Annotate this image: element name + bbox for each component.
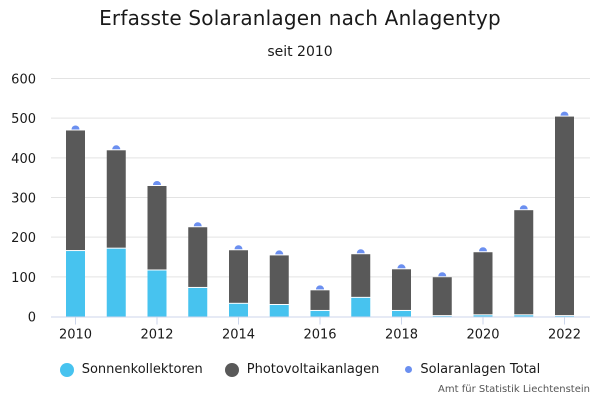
marker-solaranlagen-total xyxy=(397,264,406,269)
marker-solaranlagen-total xyxy=(193,222,202,227)
bar-photovoltaikanlagen xyxy=(269,255,289,304)
x-tick-label: 2012 xyxy=(140,328,173,343)
marker-solaranlagen-total xyxy=(112,145,121,150)
bar-sonnenkollektoren xyxy=(66,251,85,317)
legend-label-sonnenkollektoren: Sonnenkollektoren xyxy=(81,362,203,377)
y-tick-label: 100 xyxy=(11,271,36,286)
y-tick-label: 200 xyxy=(11,231,36,246)
marker-solaranlagen-total xyxy=(153,180,161,185)
marker-solaranlagen-total xyxy=(560,111,569,116)
x-tick-label: 2010 xyxy=(59,328,92,343)
chart-title: Erfasste Solaranlagen nach Anlagentyp xyxy=(99,6,501,30)
marker-solaranlagen-total xyxy=(356,249,365,254)
marker-solaranlagen-total xyxy=(234,245,243,250)
marker-solaranlagen-total xyxy=(316,285,324,290)
x-tick-label: 2016 xyxy=(303,328,336,343)
x-tick-label: 2018 xyxy=(385,328,418,343)
bar-sonnenkollektoren xyxy=(351,297,371,317)
bar-sonnenkollektoren xyxy=(310,310,330,317)
marker-solaranlagen-total xyxy=(71,125,80,130)
bar-photovoltaikanlagen xyxy=(514,210,534,315)
legend-label-solaranlagen-total: Solaranlagen Total xyxy=(420,362,541,377)
bar-sonnenkollektoren xyxy=(188,287,208,317)
bar-photovoltaikanlagen xyxy=(392,269,411,310)
marker-solaranlagen-total xyxy=(275,250,284,255)
legend-swatch-photovoltaikanlagen xyxy=(224,362,239,377)
bar-photovoltaikanlagen xyxy=(66,130,85,251)
y-tick-label: 500 xyxy=(11,112,36,127)
chart-subtitle: seit 2010 xyxy=(267,44,333,60)
source-credit: Amt für Statistik Liechtenstein xyxy=(438,384,590,395)
y-tick-label: 0 xyxy=(28,311,36,326)
bar-photovoltaikanlagen xyxy=(188,227,208,287)
bar-sonnenkollektoren xyxy=(106,248,126,317)
legend-item-solaranlagen-total[interactable]: Solaranlagen Total xyxy=(401,362,540,377)
marker-solaranlagen-total xyxy=(479,247,487,252)
bar-photovoltaikanlagen xyxy=(432,277,452,316)
y-tick-label: 300 xyxy=(11,192,36,207)
x-tick-label: 2022 xyxy=(548,328,581,343)
bar-photovoltaikanlagen xyxy=(106,150,126,248)
marker-solaranlagen-total xyxy=(519,205,528,210)
legend-label-photovoltaikanlagen: Photovoltaikanlagen xyxy=(246,362,380,377)
bar-photovoltaikanlagen xyxy=(310,290,330,310)
y-tick-label: 600 xyxy=(11,73,36,88)
bar-sonnenkollektoren xyxy=(473,315,493,317)
bar-sonnenkollektoren xyxy=(229,303,248,317)
bar-photovoltaikanlagen xyxy=(147,185,167,270)
marker-solaranlagen-total xyxy=(438,272,447,277)
legend-item-photovoltaikanlagen[interactable]: Photovoltaikanlagen xyxy=(224,362,380,377)
bar-photovoltaikanlagen xyxy=(229,250,248,303)
bar-sonnenkollektoren xyxy=(514,315,534,317)
x-tick-label: 2014 xyxy=(222,328,255,343)
y-tick-label: 400 xyxy=(11,152,36,167)
legend: Sonnenkollektoren Photovoltaikanlagen So… xyxy=(0,362,600,377)
legend-swatch-solaranlagen-total xyxy=(405,366,413,373)
bar-photovoltaikanlagen xyxy=(351,254,371,297)
legend-swatch-sonnenkollektoren xyxy=(59,362,74,377)
bar-sonnenkollektoren xyxy=(147,270,167,317)
x-tick-label: 2020 xyxy=(466,328,499,343)
bar-photovoltaikanlagen xyxy=(473,252,493,315)
legend-item-sonnenkollektoren[interactable]: Sonnenkollektoren xyxy=(59,362,203,377)
bar-sonnenkollektoren xyxy=(392,310,411,317)
bar-sonnenkollektoren xyxy=(269,304,289,317)
bar-photovoltaikanlagen xyxy=(555,116,574,316)
